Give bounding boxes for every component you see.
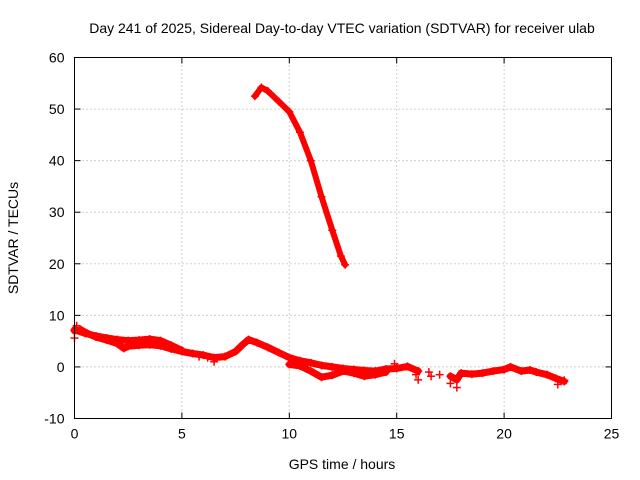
scatter-point xyxy=(210,357,219,366)
data-point-dip-loop xyxy=(296,361,305,370)
scatter-point xyxy=(203,353,212,362)
x-axis-label: GPS time / hours xyxy=(289,456,396,472)
y-tick-label: -10 xyxy=(44,411,64,427)
scatter-point xyxy=(72,321,81,330)
data-point-late-segment xyxy=(525,366,534,375)
data-point-dip-loop xyxy=(328,371,337,380)
series-main xyxy=(71,326,422,375)
data-point-late-segment xyxy=(532,368,541,377)
data-point-upper-loop xyxy=(134,336,143,345)
scatter-point xyxy=(414,375,423,384)
data-point-main xyxy=(199,351,208,360)
data-point-dip-loop xyxy=(339,367,347,376)
data-point-upper-loop xyxy=(145,335,154,344)
y-tick-label: 60 xyxy=(49,50,65,66)
grid-lines xyxy=(74,57,612,419)
data-point-late-segment xyxy=(551,374,560,383)
data-layer xyxy=(70,83,569,392)
data-point-late-segment xyxy=(517,367,526,376)
data-point-main xyxy=(403,362,412,371)
data-point-late-segment xyxy=(543,370,552,379)
y-tick-label: 20 xyxy=(49,256,65,272)
data-point-dip-loop xyxy=(306,367,315,376)
data-point-late-segment xyxy=(506,362,515,371)
data-point-main xyxy=(220,352,229,361)
series-spike xyxy=(251,84,349,268)
scatter-point xyxy=(452,383,461,392)
data-point-spike xyxy=(328,226,337,235)
data-point-main xyxy=(253,338,262,347)
x-tick-label: 10 xyxy=(282,426,298,442)
data-point-spike xyxy=(296,128,305,137)
data-point-main xyxy=(244,335,253,344)
data-point-upper-loop xyxy=(81,329,90,338)
data-point-main xyxy=(285,353,294,362)
data-point-main xyxy=(317,361,326,370)
data-point-late-segment xyxy=(478,369,487,378)
series-dip-loop xyxy=(285,360,390,381)
data-point-dip-loop xyxy=(349,369,358,378)
data-point-main xyxy=(119,344,128,353)
y-tick-label: 0 xyxy=(57,359,65,375)
data-point-upper-loop xyxy=(167,341,176,350)
data-point-main xyxy=(231,347,240,356)
data-point-main xyxy=(306,358,315,367)
data-point-spike xyxy=(341,260,350,269)
data-point-spike xyxy=(250,92,259,101)
y-tick-label: 50 xyxy=(49,101,65,117)
data-point-late-segment xyxy=(446,372,455,381)
data-point-spike xyxy=(306,156,315,165)
data-point-upper-loop xyxy=(177,346,186,355)
scatter-point xyxy=(412,370,421,379)
scatter-point xyxy=(424,368,433,377)
y-axis-label: SDTVAR / TECUs xyxy=(5,182,21,294)
scatter-point xyxy=(560,376,569,385)
y-tick-label: 30 xyxy=(49,204,65,220)
data-point-main xyxy=(274,348,283,357)
data-point-dip-loop xyxy=(360,372,369,381)
scatter-point xyxy=(435,370,444,379)
data-point-spike xyxy=(285,107,294,116)
scatter-point xyxy=(553,380,562,389)
data-point-spike xyxy=(317,192,326,201)
data-point-late-segment xyxy=(457,369,466,378)
data-point-dip-loop xyxy=(381,368,390,377)
x-tick-label: 15 xyxy=(389,426,405,442)
data-point-late-segment xyxy=(489,367,498,376)
axis-ticks: 0 5 10 15 20 25 -10 0 10 20 30 40 50 60 xyxy=(44,50,619,442)
data-point-upper-loop xyxy=(91,331,100,340)
data-point-main xyxy=(238,341,247,350)
data-point-late-segment xyxy=(467,370,476,379)
scatter-point xyxy=(427,372,436,381)
y-tick-label: 40 xyxy=(49,153,65,169)
scatter-point xyxy=(195,352,204,361)
x-tick-label: 0 xyxy=(71,426,79,442)
data-point-late-segment xyxy=(500,365,509,374)
data-point-upper-loop xyxy=(156,336,165,345)
data-point-dip-loop xyxy=(371,370,380,379)
x-tick-label: 20 xyxy=(496,426,512,442)
data-point-spike xyxy=(257,83,266,92)
data-point-dip-loop xyxy=(285,360,294,369)
data-point-main xyxy=(263,343,272,352)
scatter-point xyxy=(390,359,399,368)
data-point-upper-loop xyxy=(102,334,111,343)
data-point-dip-loop xyxy=(317,373,326,382)
data-point-spike xyxy=(263,87,272,96)
data-point-main xyxy=(188,349,197,358)
data-point-upper-loop xyxy=(113,335,122,344)
data-point-spike xyxy=(336,252,345,261)
x-tick-label: 5 xyxy=(178,426,186,442)
data-point-late-segment xyxy=(452,375,461,384)
y-tick-label: 10 xyxy=(49,307,65,323)
data-point-spike xyxy=(274,97,283,106)
data-point-upper-loop xyxy=(124,336,133,345)
scatter-point xyxy=(446,379,455,388)
chart-title: Day 241 of 2025, Sidereal Day-to-day VTE… xyxy=(89,20,595,36)
x-tick-label: 25 xyxy=(604,426,620,442)
plot-frame xyxy=(74,57,612,419)
data-point-main xyxy=(328,362,337,371)
data-point-main xyxy=(392,364,401,373)
